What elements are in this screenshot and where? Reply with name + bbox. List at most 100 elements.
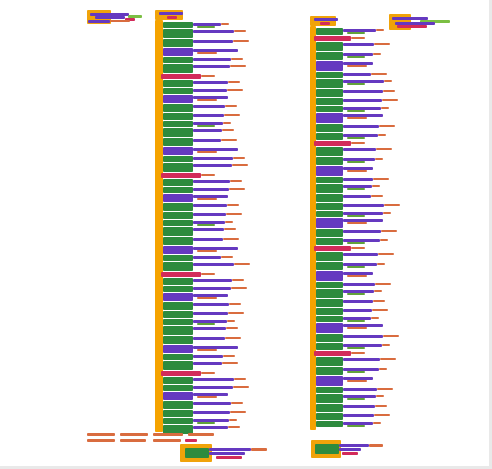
vertical-scrollbar[interactable] [489,0,492,469]
text-block[interactable] [221,256,233,258]
component-getter-block[interactable] [343,158,375,161]
procedure-block[interactable] [185,439,197,442]
text-block[interactable] [383,212,391,214]
set-property-block[interactable] [316,211,343,217]
text-block[interactable] [376,148,392,150]
procedure-block[interactable] [216,456,242,459]
component-getter-block[interactable] [193,139,221,142]
text-block[interactable] [233,386,249,388]
text-block[interactable] [224,114,240,116]
set-property-block[interactable] [316,238,343,245]
procedure-block[interactable] [125,18,135,21]
text-block[interactable] [379,125,395,127]
text-block[interactable] [225,337,241,339]
control-if-block[interactable] [310,26,316,430]
component-getter-block[interactable] [343,388,377,391]
set-property-block[interactable] [316,343,343,350]
text-block[interactable] [197,198,217,200]
component-getter-block[interactable] [193,247,238,250]
component-block[interactable] [90,13,122,16]
text-block[interactable] [226,327,238,329]
component-getter-block[interactable] [193,213,226,216]
text-block[interactable] [197,349,217,351]
component-getter-block[interactable] [193,320,227,323]
text-block[interactable] [153,439,181,442]
set-property-block[interactable] [316,262,343,270]
set-property-block[interactable] [163,425,193,434]
set-property-block[interactable] [316,177,343,183]
text-block[interactable] [223,355,235,357]
text-block[interactable] [378,253,394,255]
set-property-block[interactable] [316,42,343,51]
set-property-block[interactable] [163,39,193,47]
text-block[interactable] [376,29,384,31]
text-block[interactable] [120,433,148,436]
text-block[interactable] [233,40,249,42]
set-property-block[interactable] [163,121,193,127]
text-block[interactable] [222,129,234,131]
text-block[interactable] [382,99,398,101]
horizontal-scrollbar[interactable] [0,466,489,469]
procedure-block[interactable] [342,452,358,455]
text-block[interactable] [380,358,396,360]
component-getter-block[interactable] [193,81,228,84]
component-getter-block[interactable] [343,53,373,56]
component-getter-block[interactable] [193,346,238,349]
component-method-block[interactable] [163,48,193,56]
text-block[interactable] [201,372,215,374]
component-getter-block[interactable] [343,283,375,286]
set-property-block[interactable] [316,308,343,315]
component-getter-block[interactable] [343,107,381,110]
component-getter-block[interactable] [193,122,223,125]
set-property-block[interactable] [316,79,343,88]
text-block[interactable] [373,422,381,424]
logic-block[interactable] [347,293,365,295]
component-method-block[interactable] [163,95,193,103]
text-block[interactable] [227,320,235,322]
component-block[interactable] [339,444,369,447]
set-property-block[interactable] [163,377,193,384]
text-block[interactable] [351,247,365,249]
procedure-block[interactable] [320,22,330,25]
set-property-block[interactable] [316,413,343,420]
component-method-block[interactable] [163,293,193,301]
set-property-block[interactable] [163,88,193,94]
component-getter-block[interactable] [193,303,229,306]
text-block[interactable] [376,395,384,397]
component-getter-block[interactable] [193,402,231,405]
set-property-block[interactable] [163,29,193,38]
component-getter-block[interactable] [343,125,379,128]
component-getter-block[interactable] [343,212,383,215]
text-block[interactable] [197,250,217,252]
component-getter-block[interactable] [343,309,372,312]
component-getter-block[interactable] [343,29,376,32]
component-getter-block[interactable] [193,256,221,259]
set-property-block[interactable] [316,421,343,427]
component-getter-block[interactable] [193,294,228,297]
set-property-block[interactable] [163,326,193,335]
component-getter-block[interactable] [193,96,228,99]
text-block[interactable] [374,290,382,292]
text-block[interactable] [228,81,240,83]
text-block[interactable] [347,65,367,67]
component-method-block[interactable] [163,345,193,353]
component-getter-block[interactable] [343,80,384,83]
set-property-block[interactable] [185,448,209,458]
component-getter-block[interactable] [193,49,238,52]
set-property-block[interactable] [163,179,193,186]
procedure-call-block[interactable] [314,351,351,356]
set-property-block[interactable] [163,113,193,120]
text-block[interactable] [381,230,397,232]
set-property-block[interactable] [163,104,193,112]
component-getter-block[interactable] [193,188,229,191]
component-method-block[interactable] [316,271,343,281]
set-property-block[interactable] [163,262,193,271]
text-block[interactable] [197,52,217,54]
component-getter-block[interactable] [343,344,382,347]
set-property-block[interactable] [316,252,343,261]
set-property-block[interactable] [316,184,343,193]
text-block[interactable] [230,65,246,67]
text-block[interactable] [197,297,217,299]
text-block[interactable] [374,414,390,416]
